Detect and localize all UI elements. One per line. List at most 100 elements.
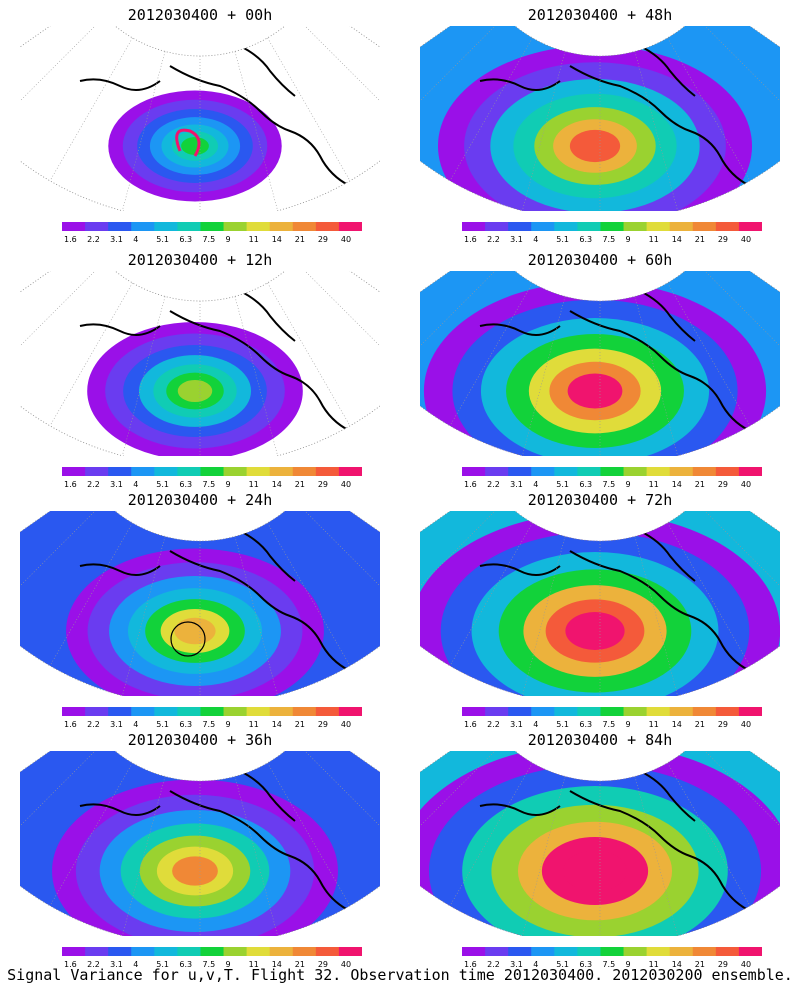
- colorbar-tick-label: 5.1: [156, 960, 169, 969]
- colorbar-swatch: [508, 467, 532, 476]
- colorbar-tick-label: 2.2: [487, 960, 500, 969]
- graticule-line: [667, 762, 751, 906]
- colorbar-tick-label: 1.6: [464, 960, 477, 969]
- graticule-line: [49, 37, 133, 181]
- colorbar-tick-label: 9: [626, 960, 631, 969]
- colorbar-swatch: [338, 947, 362, 956]
- graticule-line: [234, 536, 278, 696]
- colorbar-tick-label: 3.1: [110, 960, 123, 969]
- colorbar-tick-label: 5.1: [556, 480, 569, 489]
- colorbar-swatch: [338, 707, 362, 716]
- colorbar-tick-label: 14: [672, 480, 682, 489]
- graticule-line: [420, 26, 505, 134]
- graticule-line: [695, 271, 780, 379]
- colorbar-swatch: [62, 947, 86, 956]
- graticule-line: [634, 776, 678, 936]
- colorbar-swatch: [646, 467, 671, 476]
- colorbar-tick-label: 21: [695, 480, 705, 489]
- colorbar-tick-label: 11: [649, 720, 659, 729]
- colorbar-swatch: [85, 707, 109, 716]
- graticule-line: [420, 271, 505, 379]
- variance-contour: [181, 137, 209, 155]
- colorbar-tick-label: 40: [741, 720, 751, 729]
- colorbar-swatch: [315, 467, 340, 476]
- colorbar-swatch: [177, 222, 201, 231]
- colorbar-tick-label: 7.5: [602, 480, 615, 489]
- colorbar-swatch: [85, 467, 109, 476]
- colorbar-swatch: [462, 947, 486, 956]
- colorbar-swatch: [508, 222, 532, 231]
- graticule-line: [267, 762, 351, 906]
- colorbar-swatch: [62, 222, 86, 231]
- variance-contour: [172, 856, 218, 886]
- colorbar-swatch: [223, 707, 248, 716]
- colorbar-tick-label: 29: [718, 960, 728, 969]
- map-panel: 2012030400 + 84h 1.6 2.2 3.1 4 5.1 6.3 7.5 9 11 14…: [400, 725, 800, 970]
- colorbar-tick-label: 6.3: [179, 960, 192, 969]
- colorbar-tick-label: 40: [341, 720, 351, 729]
- colorbar-tick-label: 6.3: [579, 235, 592, 244]
- map-panel: 2012030400 + 72h 1.6 2.2 3.1 4 5.1 6.3 7.5 9 11 14…: [400, 485, 800, 730]
- colorbar-tick-label: 7.5: [202, 480, 215, 489]
- colorbar-swatch: [623, 947, 648, 956]
- coastline: [79, 530, 351, 672]
- colorbar-tick-label: 6.3: [179, 235, 192, 244]
- colorbar-tick-label: 9: [226, 480, 231, 489]
- colorbar-tick-label: 4: [133, 720, 138, 729]
- colorbar-tick-label: 6.3: [579, 720, 592, 729]
- coastline: [79, 770, 351, 912]
- colorbar-tick-label: 7.5: [602, 235, 615, 244]
- variance-map: [20, 751, 380, 936]
- colorbar-tick-label: 5.1: [556, 720, 569, 729]
- graticule-line: [20, 26, 105, 134]
- colorbar: 1.6 2.2 3.1 4 5.1 6.3 7.5 9 11 14 21 29 40: [62, 707, 362, 729]
- colorbar-swatch: [692, 947, 717, 956]
- colorbar-tick-label: 21: [295, 960, 305, 969]
- colorbar-swatch: [269, 222, 294, 231]
- colorbar-tick-label: 7.5: [202, 720, 215, 729]
- colorbar-swatch: [246, 222, 271, 231]
- colorbar-swatch: [292, 222, 317, 231]
- colorbar-tick-label: 4: [533, 720, 538, 729]
- colorbar-tick-label: 3.1: [510, 960, 523, 969]
- colorbar-tick-label: 2.2: [487, 480, 500, 489]
- graticule-line: [522, 536, 566, 696]
- variance-map: [20, 271, 380, 456]
- colorbar-swatch: [508, 947, 532, 956]
- colorbar-tick-label: 1.6: [464, 480, 477, 489]
- colorbar-swatch: [577, 947, 601, 956]
- graticule-line: [20, 511, 105, 619]
- colorbar-tick-label: 5.1: [556, 235, 569, 244]
- panel-title: 2012030400 + 84h: [527, 731, 673, 749]
- colorbar-swatch: [108, 222, 132, 231]
- graticule-line: [49, 282, 133, 426]
- colorbar-swatch: [600, 707, 625, 716]
- colorbar-swatch: [623, 467, 648, 476]
- panel-title: 2012030400 + 00h: [127, 6, 273, 24]
- variance-contour: [567, 373, 623, 409]
- graticule-line: [234, 296, 278, 456]
- graticule-line: [667, 282, 751, 426]
- graticule-line: [267, 37, 351, 181]
- colorbar-swatch: [669, 707, 694, 716]
- colorbar-tick-label: 4: [133, 960, 138, 969]
- graticule-line: [234, 776, 278, 936]
- colorbar-tick-label: 14: [272, 960, 282, 969]
- colorbar-tick-label: 3.1: [110, 720, 123, 729]
- graticule-line: [122, 296, 166, 456]
- variance-map: [20, 26, 380, 211]
- colorbar-tick-label: 21: [695, 720, 705, 729]
- colorbar-tick-label: 40: [741, 480, 751, 489]
- colorbar-swatch: [85, 222, 109, 231]
- colorbar-tick-label: 29: [318, 235, 328, 244]
- colorbar-tick-label: 4: [533, 960, 538, 969]
- graticule-line: [522, 776, 566, 936]
- colorbar-swatch: [462, 707, 486, 716]
- colorbar-swatch: [485, 467, 509, 476]
- colorbar-swatch: [531, 947, 555, 956]
- colorbar-swatch: [338, 222, 362, 231]
- colorbar-swatch: [623, 707, 648, 716]
- colorbar-tick-label: 14: [672, 960, 682, 969]
- colorbar-tick-label: 4: [533, 235, 538, 244]
- colorbar-swatch: [715, 467, 740, 476]
